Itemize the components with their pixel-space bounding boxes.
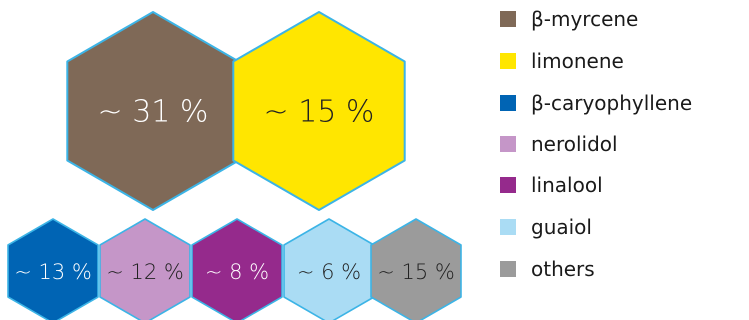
hexagon-label-others: ~ 15 % [377, 260, 455, 284]
legend-swatch [500, 53, 516, 69]
legend-label: nerolidol [531, 132, 618, 156]
hexagon-limonene [232, 11, 406, 211]
hexagon-linalool [191, 218, 283, 320]
legend-swatch [500, 95, 516, 111]
hexagon-label-linalool: ~ 8 % [205, 260, 269, 284]
hexagon-label-beta-caryophyllene: ~ 13 % [14, 260, 92, 284]
legend-swatch [500, 219, 516, 235]
legend-item-linalool: linalool [500, 172, 603, 198]
legend-item-nerolidol: nerolidol [500, 131, 618, 157]
legend-label: guaiol [531, 215, 592, 239]
hexagon-nerolidol [99, 218, 191, 320]
chart-legend: β-myrcene limonene β-caryophyllene nerolido… [500, 0, 749, 320]
legend-swatch [500, 261, 516, 277]
legend-swatch [500, 136, 516, 152]
hexagon-label-guaiol: ~ 6 % [297, 260, 361, 284]
legend-swatch [500, 11, 516, 27]
legend-label: β-caryophyllene [531, 91, 693, 115]
legend-swatch [500, 177, 516, 193]
legend-label: limonene [531, 49, 624, 73]
legend-item-beta-caryophyllene: β-caryophyllene [500, 90, 692, 116]
hexagon-label-nerolidol: ~ 12 % [106, 260, 184, 284]
hexagon-label-limonene: ~ 15 % [264, 95, 375, 130]
hexagon-label-beta-myrcene: ~ 31 % [98, 95, 209, 130]
legend-label: others [531, 257, 595, 281]
legend-label: linalool [531, 173, 603, 197]
legend-item-guaiol: guaiol [500, 214, 592, 240]
hexagon-others [370, 218, 462, 320]
legend-item-beta-myrcene: β-myrcene [500, 6, 638, 32]
legend-item-others: others [500, 256, 595, 282]
hexagon-beta-caryophyllene [7, 218, 99, 320]
hexagon-chart: ~ 31 % ~ 15 % ~ 13 % ~ 12 % ~ 8 % ~ 6 % ~ 15 % [7, 11, 462, 320]
legend-item-limonene: limonene [500, 48, 624, 74]
legend-label: β-myrcene [531, 7, 639, 31]
